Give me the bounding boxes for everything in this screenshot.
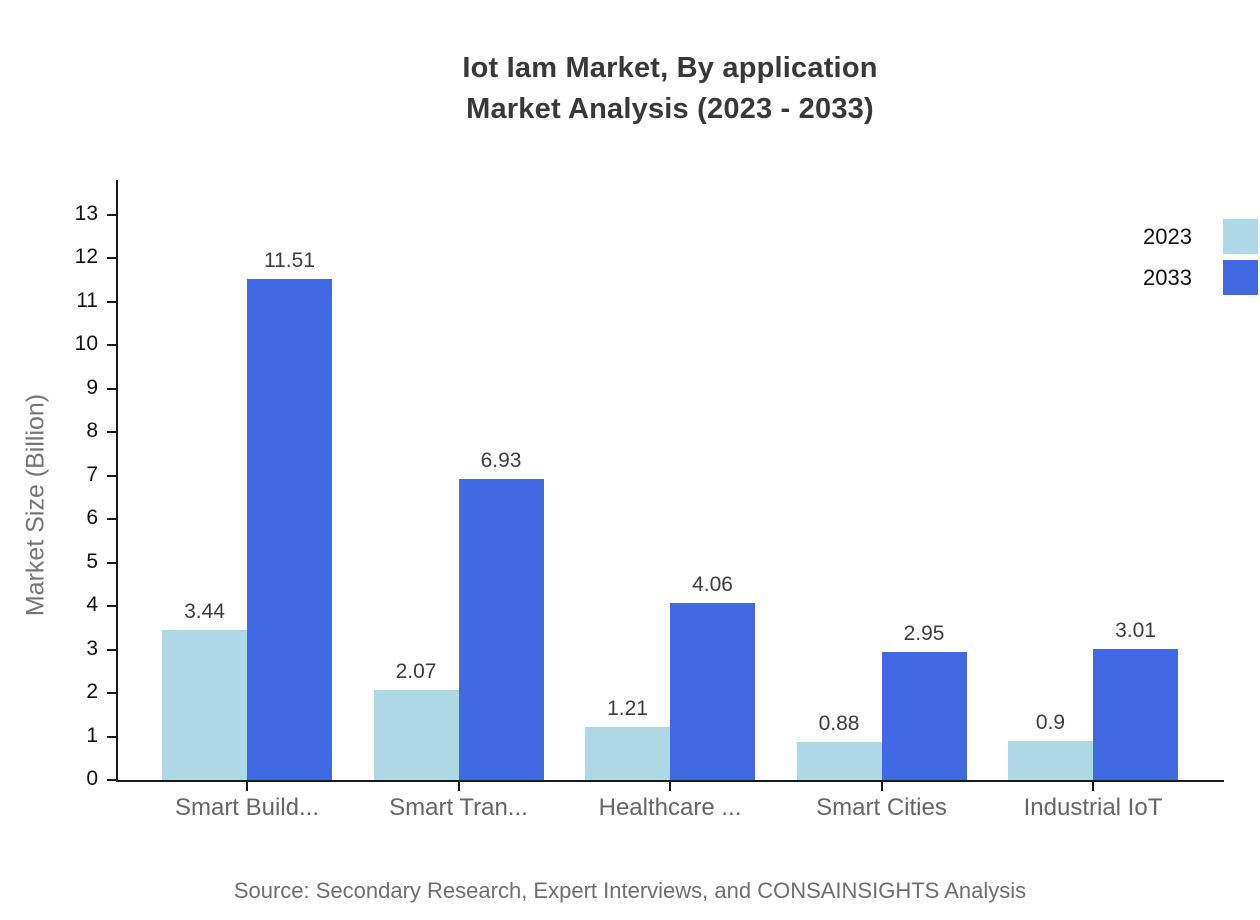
- value-label-2023-smart-tran: 2.07: [395, 659, 437, 683]
- y-tick-mark: [107, 387, 117, 390]
- chart-title-line2: Market Analysis (2023 - 2033): [466, 93, 874, 125]
- legend-label-2033: 2033: [1143, 264, 1192, 290]
- bar-2023-industrial-iot: [1008, 740, 1093, 780]
- y-tick-mark: [107, 257, 117, 259]
- value-label-2023-smart-cities: 0.88: [818, 711, 860, 735]
- value-label-2023-industrial-iot: 0.9: [1035, 710, 1066, 734]
- legend: 2023 2033: [1138, 219, 1258, 301]
- value-label-2033-industrial-iot: 3.01: [1115, 619, 1156, 643]
- legend-swatch-2033: [1223, 260, 1258, 295]
- y-tick-mark: [107, 518, 117, 520]
- bar-2023-healthcare: [585, 727, 670, 780]
- chart-title-line1: Iot Iam Market, By application: [462, 52, 878, 84]
- y-tick-label: 11: [76, 288, 98, 312]
- y-tick-label: 4: [86, 593, 98, 616]
- x-tick-mark: [880, 782, 883, 791]
- y-tick-label: 7: [86, 462, 98, 486]
- legend-swatch-2023: [1223, 219, 1258, 254]
- x-tick-mark: [246, 782, 248, 791]
- y-axis-line: [116, 180, 118, 782]
- value-label-2023-smart-build: 3.44: [184, 600, 225, 624]
- value-label-2023-healthcare: 1.21: [607, 697, 648, 721]
- x-category-label-industrial-iot: Industrial IoT: [1023, 794, 1163, 821]
- y-tick-label: 9: [86, 375, 98, 399]
- x-axis-line: [116, 780, 1224, 782]
- bar-2023-smart-build: [162, 630, 247, 780]
- y-tick-mark: [107, 300, 117, 303]
- y-tick-mark: [107, 344, 117, 346]
- bar-2033-smart-build: [247, 279, 332, 780]
- value-label-2033-smart-cities: 2.95: [903, 621, 945, 645]
- x-category-label-smart-build: Smart Build...: [174, 794, 320, 821]
- bar-2033-smart-tran: [458, 478, 544, 780]
- y-tick-mark: [107, 779, 117, 781]
- bar-2033-healthcare: [670, 603, 755, 780]
- y-tick-mark: [107, 431, 117, 433]
- legend-item-2023: 2023: [1138, 219, 1258, 254]
- y-tick-label: 12: [74, 245, 98, 268]
- x-category-label-healthcare: Healthcare ...: [598, 794, 742, 821]
- x-category-label-smart-tran: Smart Tran...: [389, 794, 528, 821]
- y-tick-label: 8: [86, 419, 98, 442]
- y-tick-label: 3: [86, 636, 98, 660]
- y-tick-mark: [107, 692, 117, 694]
- bar-2033-smart-cities: [881, 651, 967, 780]
- y-tick-label: 0: [86, 767, 98, 790]
- x-tick-mark: [457, 782, 460, 791]
- value-label-2033-healthcare: 4.06: [692, 573, 733, 597]
- bar-2023-smart-tran: [373, 689, 459, 780]
- value-label-2033-smart-tran: 6.93: [480, 448, 522, 472]
- legend-label-2023: 2023: [1143, 223, 1192, 249]
- y-tick-mark: [107, 474, 117, 477]
- chart-title: Iot Iam Market, By application Market An…: [118, 48, 1222, 130]
- y-tick-mark: [107, 561, 117, 564]
- y-tick-mark: [107, 213, 117, 216]
- bar-2023-smart-cities: [796, 741, 882, 780]
- y-tick-label: 13: [74, 201, 98, 225]
- x-tick-mark: [669, 782, 671, 791]
- x-tick-mark: [1092, 782, 1094, 791]
- legend-item-2033: 2033: [1138, 260, 1258, 295]
- bar-2033-industrial-iot: [1093, 649, 1178, 780]
- value-label-2033-smart-build: 11.51: [264, 249, 315, 273]
- y-tick-label: 1: [86, 723, 98, 747]
- y-tick-label: 10: [74, 332, 98, 355]
- y-tick-label: 6: [86, 506, 98, 529]
- y-tick-mark: [107, 648, 117, 651]
- x-category-label-smart-cities: Smart Cities: [816, 794, 947, 821]
- y-tick-label: 5: [86, 549, 98, 573]
- y-tick-label: 2: [86, 680, 98, 703]
- y-tick-mark: [107, 605, 117, 607]
- y-tick-mark: [107, 735, 117, 738]
- source-note: Source: Secondary Research, Expert Inter…: [233, 878, 1027, 903]
- y-axis-title: Market Size (Billion): [21, 393, 50, 617]
